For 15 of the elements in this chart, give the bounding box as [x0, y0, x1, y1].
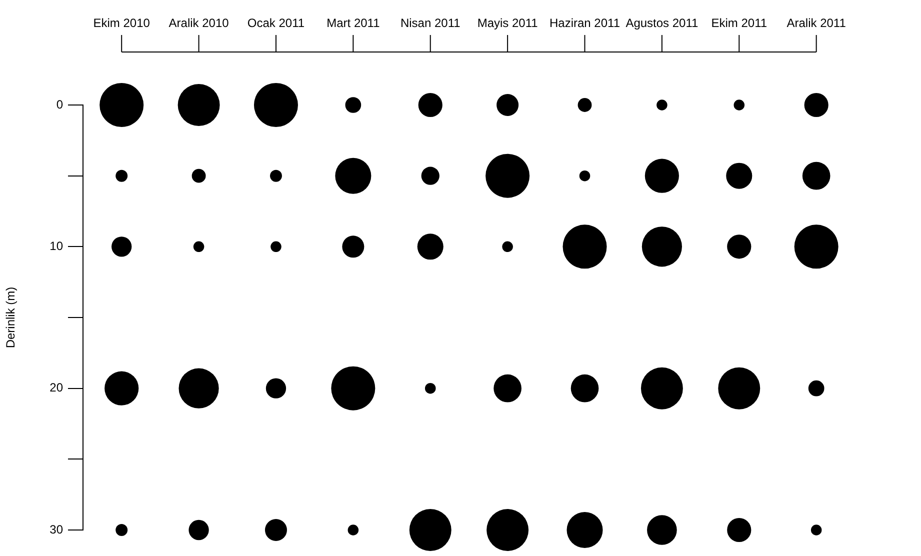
x-tick-label: Nisan 2011 [400, 16, 461, 30]
x-tick-label: Aralik 2011 [786, 16, 846, 30]
y-tick-label: 10 [50, 238, 64, 253]
y-tick-label: 0 [56, 97, 64, 112]
x-tick-label: Ocak 2011 [247, 16, 305, 30]
x-tick-label: Mayis 2011 [477, 16, 538, 30]
x-tick-label: Agustos 2011 [626, 16, 699, 30]
x-tick-label: Ekim 2010 [93, 16, 150, 30]
x-tick-label: Aralik 2010 [168, 16, 230, 30]
y-axis-title: Derinlik (m) [4, 286, 18, 348]
x-tick-label: Mart 2011 [326, 16, 380, 30]
y-tick-label: 20 [50, 380, 64, 395]
x-tick-label: Ekim 2011 [711, 16, 768, 30]
y-tick-label: 30 [50, 522, 64, 536]
x-tick-label: Haziran 2011 [550, 16, 620, 30]
